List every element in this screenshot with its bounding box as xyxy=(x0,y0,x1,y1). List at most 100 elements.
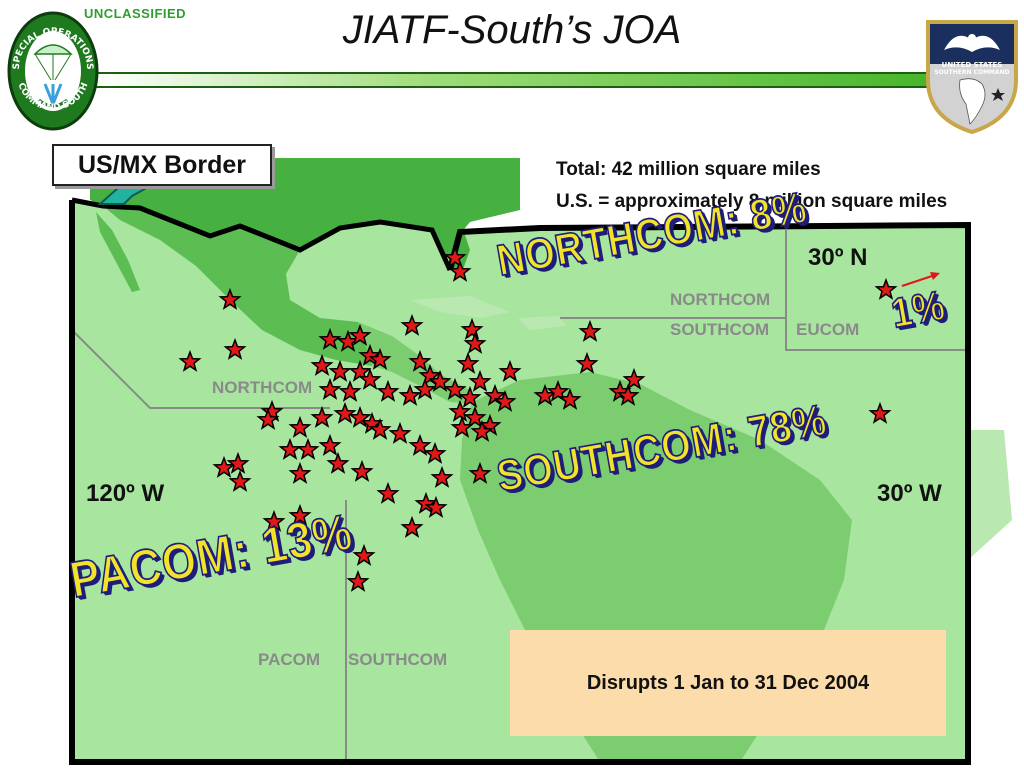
disrupt-marker xyxy=(376,379,400,402)
land-hispaniola xyxy=(518,316,566,330)
disrupt-marker xyxy=(358,343,382,366)
coord-120w: 120º W xyxy=(86,480,165,507)
disrupt-marker xyxy=(288,461,312,484)
disrupt-marker xyxy=(288,415,312,438)
totals-line-1: Total: 42 million square miles xyxy=(556,159,821,180)
svg-text:SOUTHERN COMMAND: SOUTHERN COMMAND xyxy=(934,69,1009,76)
region-label-pacom: PACOM xyxy=(258,650,321,669)
eucom-share: 1% xyxy=(887,280,950,337)
disrupt-marker xyxy=(470,419,494,442)
disrupt-marker xyxy=(460,317,484,340)
disrupt-marker xyxy=(338,379,362,402)
southcom-logo: UNITED STATES SOUTHERN COMMAND xyxy=(926,20,1018,135)
disrupt-marker xyxy=(443,377,467,400)
disrupt-marker xyxy=(408,433,432,456)
disrupt-marker xyxy=(424,495,448,518)
disrupt-markers xyxy=(178,245,898,592)
slide-title: JIATF-South’s JOA xyxy=(342,8,682,52)
disrupt-marker xyxy=(448,259,472,282)
disrupt-marker xyxy=(350,459,374,482)
classification-label: UNCLASSIFIED xyxy=(84,6,187,21)
disrupt-marker xyxy=(318,377,342,400)
disrupt-marker xyxy=(296,437,320,460)
land-baja xyxy=(96,212,140,292)
region-label-southcom-east: SOUTHCOM xyxy=(670,320,770,339)
disrupt-marker xyxy=(483,383,507,406)
disrupt-marker xyxy=(468,369,492,392)
disrupt-marker xyxy=(413,377,437,400)
disrupts-box: Disrupts 1 Jan to 31 Dec 2004 xyxy=(510,630,946,736)
totals-line-2: U.S. = approximately 8 million square mi… xyxy=(556,191,948,212)
disrupt-marker xyxy=(622,367,646,390)
disrupt-marker xyxy=(348,405,372,428)
disrupt-marker xyxy=(262,509,286,532)
us-mx-border-label: US/MX Border xyxy=(52,144,272,186)
svg-text:UNITED STATES: UNITED STATES xyxy=(942,61,1003,69)
disrupt-marker xyxy=(326,451,350,474)
disrupt-marker xyxy=(408,349,432,372)
land-africa-edge xyxy=(968,430,1012,560)
disrupt-marker xyxy=(456,351,480,374)
header-bar xyxy=(95,72,933,88)
disrupt-marker xyxy=(310,405,334,428)
coord-30n: 30º N xyxy=(808,244,868,271)
disrupt-marker xyxy=(218,287,242,310)
disrupt-marker xyxy=(226,451,250,474)
disrupt-marker xyxy=(448,399,472,422)
disrupt-marker xyxy=(328,359,352,382)
region-label-northcom-east: NORTHCOM xyxy=(670,290,771,309)
region-label-northcom-west: NORTHCOM xyxy=(212,378,313,397)
land-mexico xyxy=(103,206,380,366)
land-cuba xyxy=(410,296,510,318)
region-label-eucom: EUCOM xyxy=(796,320,860,339)
disrupt-marker xyxy=(616,383,640,406)
disrupt-marker xyxy=(423,441,447,464)
disrupt-marker xyxy=(400,313,424,336)
joa-boundary xyxy=(69,200,971,765)
disrupt-marker xyxy=(868,401,892,424)
disrupt-marker xyxy=(450,415,474,438)
disrupt-marker xyxy=(428,369,452,392)
disrupt-marker xyxy=(256,407,280,430)
disrupt-marker xyxy=(498,359,522,382)
disrupt-marker xyxy=(575,351,599,374)
disrupt-marker xyxy=(310,353,334,376)
disrupt-marker xyxy=(346,569,370,592)
disrupt-marker xyxy=(398,383,422,406)
disrupt-marker xyxy=(368,417,392,440)
disrupt-marker xyxy=(348,323,372,346)
disrupt-marker xyxy=(418,363,442,386)
disrupt-marker xyxy=(212,455,236,478)
disrupt-marker xyxy=(318,433,342,456)
disrupt-marker xyxy=(430,465,454,488)
disrupt-marker xyxy=(278,437,302,460)
disrupt-marker xyxy=(558,387,582,410)
disrupt-marker xyxy=(333,401,357,424)
disrupt-marker xyxy=(468,461,492,484)
disrupt-marker xyxy=(874,277,898,300)
disrupt-marker xyxy=(400,515,424,538)
disrupt-marker xyxy=(288,503,312,526)
disrupt-marker xyxy=(318,327,342,350)
disrupt-marker xyxy=(368,347,392,370)
totals-block: Total: 42 million square miles U.S. = ap… xyxy=(556,154,947,218)
disrupt-marker xyxy=(352,543,376,566)
disrupt-marker xyxy=(228,469,252,492)
disrupt-marker xyxy=(546,379,570,402)
disrupt-marker xyxy=(358,367,382,390)
disrupt-marker xyxy=(443,245,467,268)
disrupt-marker xyxy=(533,383,557,406)
disrupt-marker xyxy=(493,389,517,412)
disrupt-marker xyxy=(414,491,438,514)
disrupt-marker xyxy=(463,405,487,428)
socsouth-logo: SPECIAL OPERATIONS COMMAND SOUTH xyxy=(7,11,99,131)
disrupt-marker xyxy=(458,385,482,408)
us-mx-border-line xyxy=(71,197,453,272)
region-label-southcom-south: SOUTHCOM xyxy=(348,650,448,669)
disrupt-marker xyxy=(178,349,202,372)
disrupt-marker xyxy=(388,421,412,444)
disrupt-marker xyxy=(463,331,487,354)
coord-30w: 30º W xyxy=(877,480,942,507)
disrupt-marker xyxy=(223,337,247,360)
disrupt-marker xyxy=(376,481,400,504)
